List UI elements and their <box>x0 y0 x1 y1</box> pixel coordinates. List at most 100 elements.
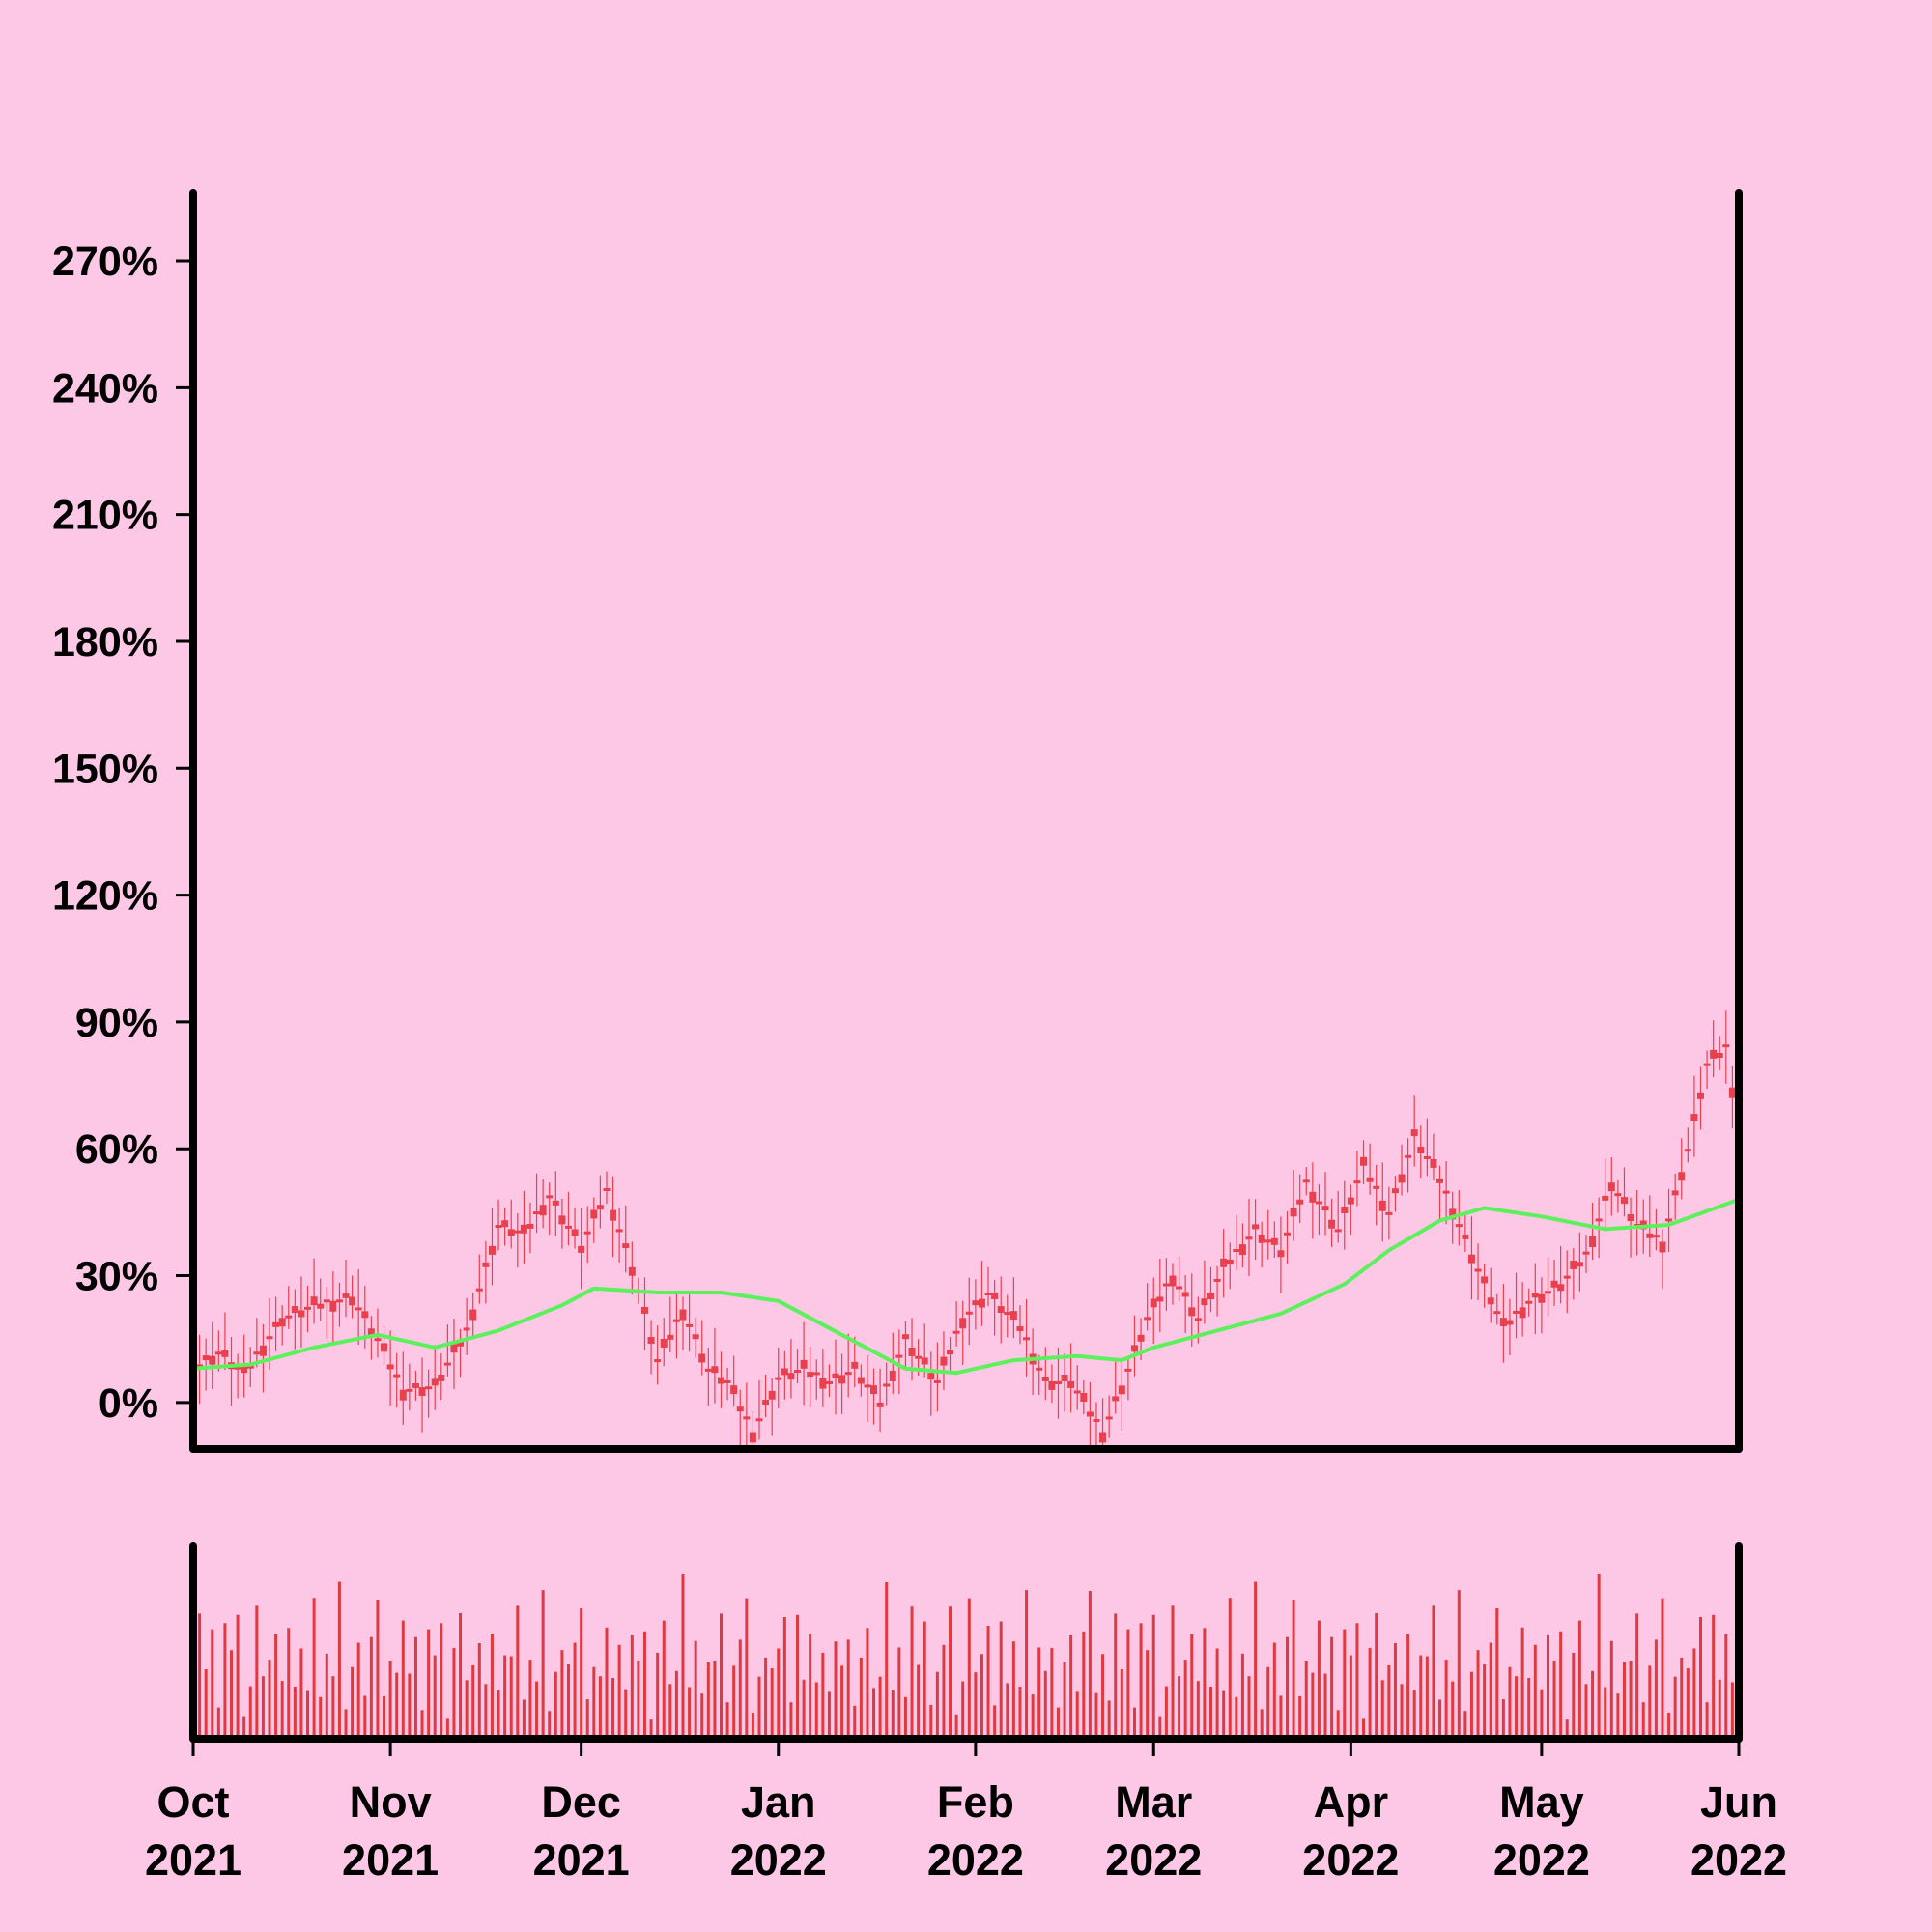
volume-bar <box>1050 1647 1054 1739</box>
candle-body <box>1334 1229 1342 1233</box>
volume-bar <box>1438 1699 1442 1739</box>
volume-bar <box>490 1634 494 1739</box>
y-tick-label: 210% <box>52 493 158 539</box>
volume-bar <box>331 1676 335 1739</box>
volume-bar <box>757 1676 761 1739</box>
candle-body <box>1016 1326 1024 1332</box>
volume-panel <box>191 1574 1741 1739</box>
candle-body <box>825 1380 833 1384</box>
volume-bar <box>1235 1696 1238 1739</box>
candle-body <box>1137 1334 1145 1342</box>
volume-bar <box>325 1653 328 1739</box>
candle-body <box>1373 1185 1380 1189</box>
candle-body <box>1607 1182 1615 1192</box>
volume-bar <box>993 1705 997 1739</box>
volume-bar <box>821 1652 825 1739</box>
candle-body <box>1309 1191 1317 1203</box>
volume-bar <box>528 1660 532 1739</box>
candle-body <box>596 1205 604 1210</box>
candle-body <box>1360 1156 1368 1166</box>
volume-bar <box>1406 1634 1410 1739</box>
candle-body <box>1544 1291 1551 1294</box>
volume-bar <box>910 1606 914 1739</box>
candle-body <box>1366 1177 1374 1182</box>
candle-body <box>278 1318 286 1327</box>
candle-body <box>889 1371 896 1381</box>
candle-body <box>1144 1317 1151 1321</box>
volume-bar <box>560 1650 564 1739</box>
candle-body <box>1563 1275 1571 1279</box>
volume-bar <box>566 1664 570 1739</box>
volume-bar <box>802 1679 806 1739</box>
candle-body <box>469 1309 477 1321</box>
candle-body <box>915 1355 923 1359</box>
volume-bar <box>1661 1598 1664 1739</box>
candle-body <box>952 1330 960 1334</box>
volume-bar <box>408 1673 412 1739</box>
volume-bar <box>986 1626 990 1739</box>
candle-body <box>482 1262 490 1267</box>
volume-bar <box>903 1696 907 1739</box>
volume-bar <box>1272 1642 1276 1739</box>
volume-bar <box>1501 1699 1505 1739</box>
candle-body <box>686 1323 694 1327</box>
candle-body <box>1652 1235 1660 1238</box>
candle-body <box>807 1372 814 1378</box>
candle-body <box>1538 1293 1546 1303</box>
volume-bar <box>1641 1702 1645 1739</box>
volume-bar <box>1667 1713 1671 1739</box>
volume-bar <box>1724 1634 1728 1739</box>
volume-bar <box>1425 1656 1429 1739</box>
volume-bar <box>503 1655 507 1739</box>
volume-bar <box>351 1666 355 1739</box>
volume-bar <box>598 1676 602 1739</box>
x-tick-label-year: 2022 <box>1493 1835 1590 1885</box>
candle-body <box>1531 1293 1539 1298</box>
candle-body <box>718 1377 725 1384</box>
volume-bar <box>1343 1629 1347 1739</box>
candle-body <box>800 1359 808 1369</box>
volume-bar <box>1101 1654 1105 1739</box>
volume-bar <box>211 1629 214 1739</box>
candle-body <box>1118 1385 1125 1395</box>
candle-body <box>342 1293 350 1298</box>
candle-body <box>1233 1249 1240 1253</box>
candle-body <box>991 1293 999 1300</box>
volume-bar <box>1126 1629 1130 1739</box>
volume-bar <box>516 1605 520 1739</box>
volume-bar <box>363 1695 367 1739</box>
volume-bar <box>433 1655 437 1739</box>
candle-body <box>1690 1114 1698 1122</box>
candle-body <box>463 1327 470 1331</box>
x-tick-label-month: Jun <box>1700 1777 1777 1827</box>
candle-body <box>1130 1345 1138 1352</box>
volume-bar <box>770 1668 774 1739</box>
candle-body <box>692 1334 699 1340</box>
candle-body <box>1099 1432 1107 1443</box>
candle-body <box>1284 1232 1292 1236</box>
candle-body <box>921 1357 928 1365</box>
volume-bar <box>573 1642 577 1739</box>
candle-body <box>1550 1280 1558 1288</box>
candle-body <box>667 1334 674 1340</box>
candle-body <box>1004 1312 1011 1316</box>
candle-body <box>1582 1251 1590 1255</box>
candle-body <box>965 1311 973 1315</box>
volume-bar <box>1577 1620 1581 1739</box>
candle-body <box>1620 1197 1628 1205</box>
candle-body <box>781 1368 788 1376</box>
volume-bar <box>1222 1690 1226 1739</box>
candle-body <box>901 1334 909 1340</box>
x-tick-label-year: 2022 <box>730 1835 827 1885</box>
x-axis-ticks: Oct 2021 Nov 2021 Dec 2021 Jan 2022 Feb 2022 Mar 20… <box>145 1739 1787 1885</box>
volume-bar <box>1508 1666 1512 1739</box>
volume-bar <box>1120 1669 1123 1739</box>
volume-bar <box>897 1647 901 1739</box>
volume-bar <box>967 1598 971 1739</box>
volume-bar <box>1520 1627 1524 1739</box>
x-tick-label-month: May <box>1499 1777 1584 1827</box>
candle-body <box>1410 1129 1418 1137</box>
candle-body <box>1391 1188 1399 1194</box>
candle-body <box>1341 1207 1349 1213</box>
